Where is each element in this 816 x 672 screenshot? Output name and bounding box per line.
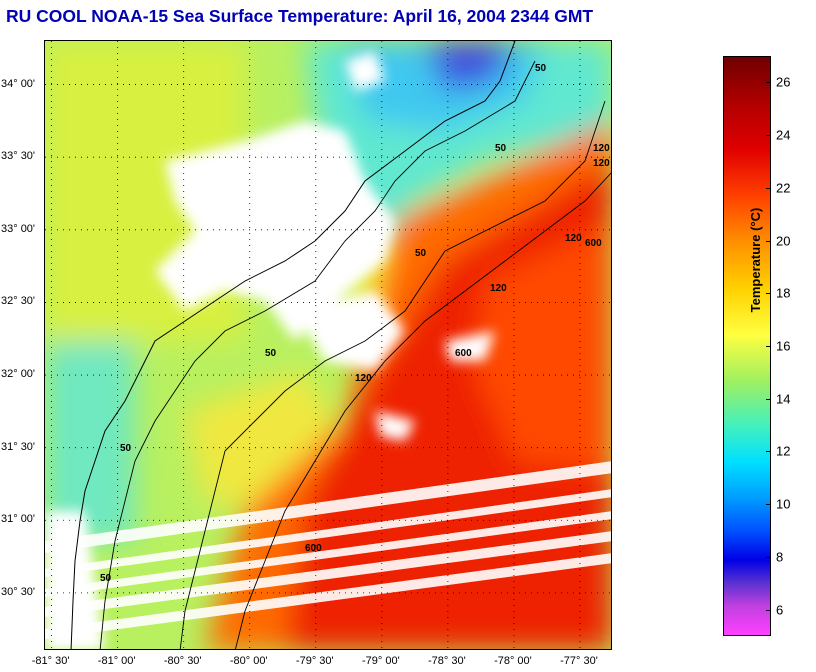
colorbar-tick-label: 10 [776, 496, 791, 512]
lat-label: 34° 00' [1, 77, 36, 90]
lat-label: 33° 00' [1, 222, 36, 235]
contour-label: 50 [265, 348, 277, 359]
isobath-120m [179, 100, 606, 649]
colorbar-tick-label: 18 [776, 285, 791, 301]
cloud-patch-south [375, 411, 415, 441]
colorbar-tick-mark [766, 398, 771, 400]
contour-label: 50 [495, 143, 507, 154]
colorbar-tick-label: 14 [776, 391, 791, 407]
contour-label: 600 [585, 238, 602, 249]
contour-label: 50 [120, 443, 132, 454]
colorbar-tick-mark [766, 556, 771, 558]
colorbar-label: Temperature (°C) [748, 207, 763, 313]
colorbar-tick-label: 22 [776, 180, 791, 196]
cloud-patch-top [345, 51, 385, 91]
colorbar-tick-mark [766, 240, 771, 242]
colorbar-tick-label: 24 [776, 127, 791, 143]
swath-gaps [45, 461, 611, 639]
contour-label: 50 [415, 248, 427, 259]
contour-label: 120 [565, 233, 582, 244]
lon-label: -79° 30' [295, 655, 334, 667]
colorbar-tick-mark [766, 346, 771, 347]
coastline [70, 41, 516, 649]
contour-label: 50 [100, 573, 112, 584]
colorbar-tick-mark [766, 293, 771, 295]
contour-label: 120 [355, 373, 372, 384]
inner-shelf-cool [45, 341, 135, 541]
cloud-mass-north [155, 121, 395, 341]
colorbar-tick-mark [766, 82, 771, 84]
colorbar-tick-mark [766, 609, 771, 611]
contour-label: 600 [455, 348, 472, 359]
lon-label: -81° 00' [97, 655, 136, 667]
contour-label: 120 [490, 283, 507, 294]
map-title: RU COOL NOAA-15 Sea Surface Temperature:… [6, 6, 594, 26]
lat-label: 32° 30' [1, 295, 36, 308]
colorbar-tick-label: 26 [776, 74, 791, 90]
contour-label: 600 [305, 543, 322, 554]
lon-label: -79° 00' [361, 655, 400, 667]
colorbar-tick-mark [766, 187, 771, 189]
contour-label: 120 [593, 158, 610, 169]
lon-label: -81° 30' [31, 655, 70, 667]
cloud-patch-gulf [445, 331, 495, 361]
lon-label: -78° 30' [428, 655, 466, 667]
colorbar-tick-label: 12 [776, 443, 791, 459]
isobath-600m [235, 172, 611, 649]
colorbar-tick-mark [766, 504, 771, 506]
gulf-stream-edge [475, 221, 611, 471]
lat-label: 30° 30' [1, 585, 36, 598]
lat-label: 33° 30' [1, 150, 36, 163]
lat-label: 31° 30' [1, 440, 36, 453]
contour-label: 120 [593, 143, 610, 154]
colorbar-tick-mark [766, 451, 771, 453]
cloud-mass-central [295, 291, 405, 371]
isobath-50m [99, 60, 536, 649]
colorbar-tick-label: 16 [776, 338, 791, 354]
colorbar-tick-label: 8 [776, 549, 784, 565]
colorbar-tick-mark [766, 135, 771, 137]
lat-label: 32° 00' [1, 368, 36, 381]
lon-label: -80° 00' [229, 655, 268, 667]
lon-label: -78° 00' [494, 655, 532, 667]
lon-label: -77° 30' [560, 655, 598, 667]
contour-label: 50 [535, 63, 547, 74]
sst-map[interactable]: 50 50 50 50 120 120 120 120 600 600 600 120 50 50 [44, 40, 612, 650]
colorbar-tick-label: 6 [776, 602, 784, 618]
colorbar-tick-label: 20 [776, 233, 791, 249]
lon-label: -80° 30' [163, 655, 202, 667]
lat-label: 31° 00' [1, 513, 36, 526]
